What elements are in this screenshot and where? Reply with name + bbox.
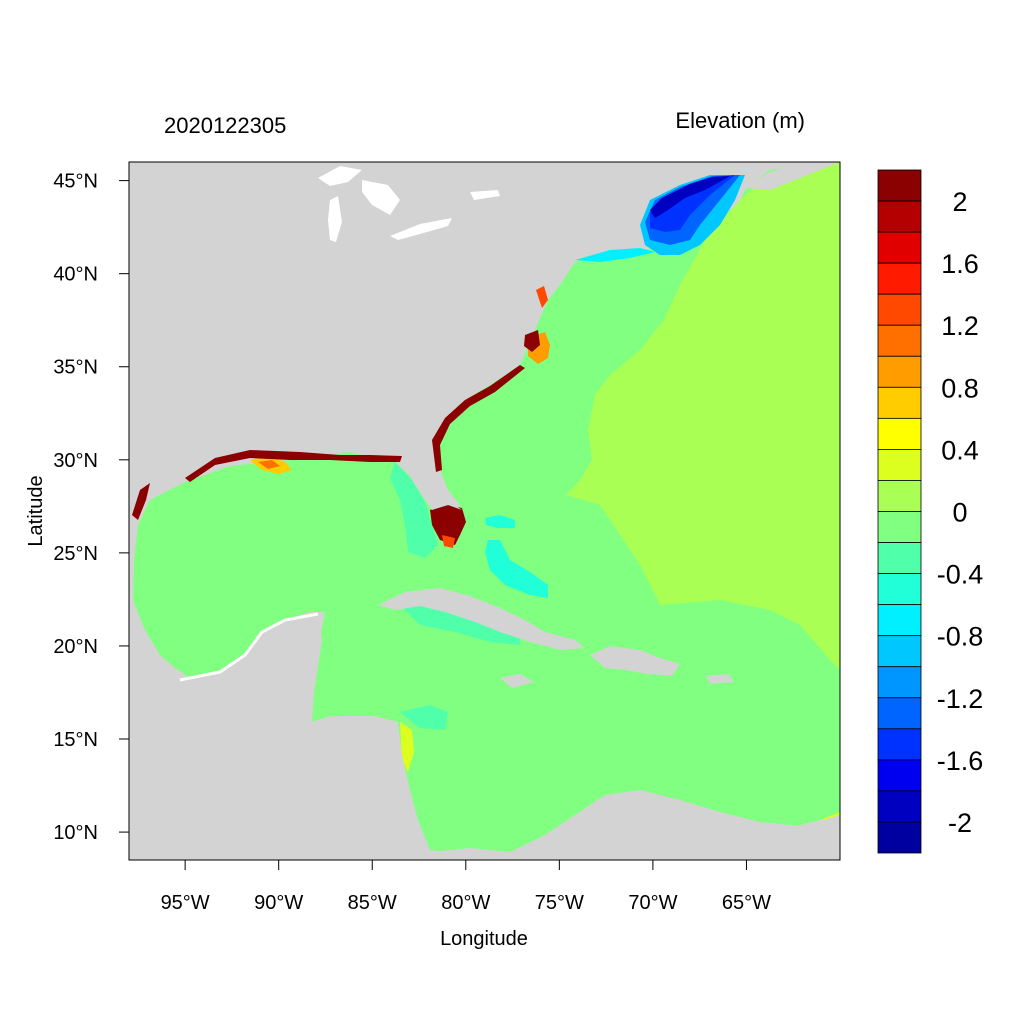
southeast-coast-fringe — [432, 365, 525, 472]
colorbar-label: 0.4 — [941, 435, 979, 465]
colorbar-swatch — [877, 449, 922, 481]
texas-coast-fringe — [132, 483, 150, 520]
colorbar-swatch — [877, 480, 922, 512]
y-tick-label: 10°N — [53, 822, 98, 844]
nicaragua-coast — [400, 722, 414, 772]
colorbar-swatch — [877, 200, 922, 233]
colorbar-label: -0.8 — [937, 622, 984, 652]
pamlico-sound-core — [524, 330, 540, 352]
florida-peninsula — [403, 455, 462, 510]
honduras-shelf — [400, 705, 448, 730]
x-tick-label: 65°W — [722, 892, 771, 914]
lake-erie — [390, 218, 452, 240]
x-tick-label: 75°W — [535, 892, 584, 914]
bahamas-banks — [485, 540, 548, 598]
cuba-island — [378, 588, 585, 650]
florida-west-shelf — [390, 462, 438, 558]
map-plot-area — [129, 162, 840, 860]
y-tick-label: 40°N — [53, 264, 98, 286]
x-tick-label: 90°W — [254, 892, 303, 914]
y-axis-label: Latitude — [25, 475, 47, 546]
colorbar-labels: 2 1.6 1.2 0.8 0.4 0 -0.4 -0.8 -1.2 -1.6 -2 — [937, 187, 984, 838]
colorbar-swatch — [877, 355, 922, 388]
colorbar-label: -1.2 — [937, 684, 984, 714]
nova-scotia-land — [745, 162, 840, 190]
x-axis: 95°W 90°W 85°W 80°W 75°W 70°W 65°W — [161, 860, 771, 914]
long-island-sound — [575, 248, 655, 262]
lake-huron — [362, 180, 400, 215]
x-tick-label: 95°W — [161, 892, 210, 914]
y-tick-label: 45°N — [53, 171, 98, 193]
map-title-date: 2020122305 — [164, 113, 286, 138]
colorbar-swatch — [877, 169, 922, 202]
south-america-land — [430, 790, 840, 860]
y-tick-label: 25°N — [53, 543, 98, 565]
colorbar-swatch — [877, 790, 922, 823]
colorbar-swatch — [877, 728, 922, 761]
hispaniola-island — [590, 646, 680, 676]
x-tick-label: 70°W — [628, 892, 677, 914]
open-atlantic-region — [566, 162, 840, 670]
x-axis-label: Longitude — [440, 928, 528, 950]
colorbar-swatch — [877, 821, 922, 854]
colorbar-swatch — [877, 542, 922, 574]
colorbar-swatch — [877, 262, 922, 295]
y-tick-label: 30°N — [53, 450, 98, 472]
lake-michigan — [328, 196, 342, 242]
y-tick-label: 35°N — [53, 357, 98, 379]
colorbar-label: 2 — [952, 187, 967, 217]
y-tick-label: 20°N — [53, 636, 98, 658]
southwest-florida-surge — [430, 505, 466, 545]
colorbar-swatch — [877, 386, 922, 419]
colorbar-swatch — [877, 635, 922, 668]
colorbar-swatch — [877, 604, 922, 637]
cuba-shelf — [400, 600, 520, 645]
colorbar-label: 0 — [952, 498, 967, 528]
colorbar-swatch — [877, 697, 922, 730]
y-axis: 45°N 40°N 35°N 30°N 25°N 20°N 15°N 10°N — [53, 171, 129, 844]
central-america-land — [129, 616, 430, 860]
colorbar-label: 1.6 — [941, 249, 979, 279]
colorbar-swatch — [877, 573, 922, 606]
map-title-variable: Elevation (m) — [675, 108, 805, 133]
colorbar-label: 1.2 — [941, 311, 979, 341]
plot-frame — [128, 161, 841, 861]
bahamas-north-bank — [485, 515, 515, 528]
gulf-of-maine-deep — [650, 175, 735, 232]
colorbar-swatch — [877, 511, 922, 543]
y-tick-label: 15°N — [53, 729, 98, 751]
louisiana-coast-core — [258, 460, 280, 469]
colorbar-swatch — [877, 324, 922, 357]
florida-bay-surge — [442, 535, 455, 548]
x-tick-label: 80°W — [441, 892, 490, 914]
colorbar-swatch — [877, 231, 922, 264]
colorbar-swatch — [877, 417, 922, 450]
colorbar-label: -0.4 — [937, 560, 984, 590]
colorbar-swatch — [877, 666, 922, 699]
puerto-rico-island — [706, 674, 734, 684]
lake-ontario — [470, 190, 500, 200]
lake-superior — [318, 166, 362, 186]
colorbar-label: -2 — [948, 808, 972, 838]
colorbar-label: 0.8 — [941, 373, 979, 403]
jamaica-island — [500, 674, 534, 688]
gulf-of-maine-coast — [650, 176, 730, 218]
chesapeake-surge — [536, 286, 548, 308]
colorbar — [877, 169, 922, 854]
x-tick-label: 85°W — [348, 892, 397, 914]
gulf-coast-fringe — [185, 450, 402, 482]
colorbar-swatch — [877, 293, 922, 326]
yucatan-shelf-edge — [179, 612, 319, 682]
colorbar-label: -1.6 — [937, 746, 984, 776]
colorbar-swatch — [877, 759, 922, 792]
